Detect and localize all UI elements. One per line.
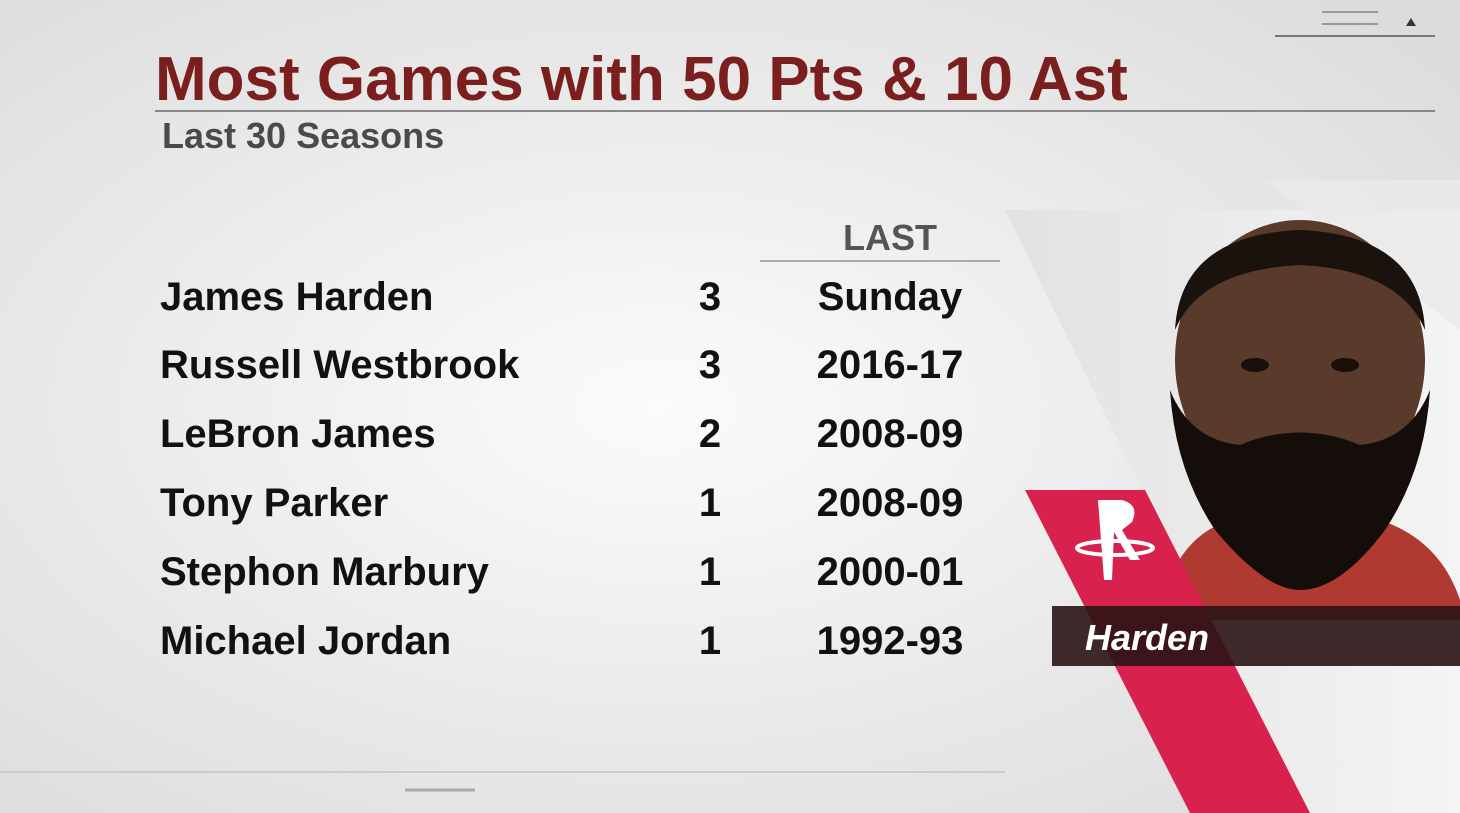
player-cell: James Harden xyxy=(160,275,433,319)
player-cell: Michael Jordan xyxy=(160,619,451,663)
subtitle: Last 30 Seasons xyxy=(162,115,444,156)
last-cell: 2016-17 xyxy=(817,343,964,387)
hair xyxy=(1175,230,1425,330)
last-cell: 2008-09 xyxy=(817,481,964,525)
count-cell: 3 xyxy=(699,343,721,387)
player-photo xyxy=(1160,220,1460,620)
player-cell: Tony Parker xyxy=(160,481,388,525)
column-header: LAST xyxy=(843,217,937,258)
eye xyxy=(1331,358,1359,372)
name-bar xyxy=(1052,606,1460,666)
face xyxy=(1175,220,1425,500)
player-cell: LeBron James xyxy=(160,412,436,456)
count-cell: 3 xyxy=(699,275,721,319)
last-cell: Sunday xyxy=(818,275,963,319)
count-cell: 1 xyxy=(699,619,721,663)
count-cell: 1 xyxy=(699,481,721,525)
team-logo-ring xyxy=(1075,539,1155,557)
last-cell: 2008-09 xyxy=(817,412,964,456)
count-cell: 2 xyxy=(699,412,721,456)
last-cell: 1992-93 xyxy=(817,619,964,663)
arrow-icon xyxy=(1406,18,1416,26)
player-name: Harden xyxy=(1085,617,1209,658)
eye xyxy=(1241,358,1269,372)
player-cell: Russell Westbrook xyxy=(160,343,520,387)
player-cell: Stephon Marbury xyxy=(160,550,490,594)
last-cell: 2000-01 xyxy=(817,550,964,594)
title: Most Games with 50 Pts & 10 Ast xyxy=(155,45,1128,114)
beard xyxy=(1170,390,1430,590)
count-cell: 1 xyxy=(699,550,721,594)
